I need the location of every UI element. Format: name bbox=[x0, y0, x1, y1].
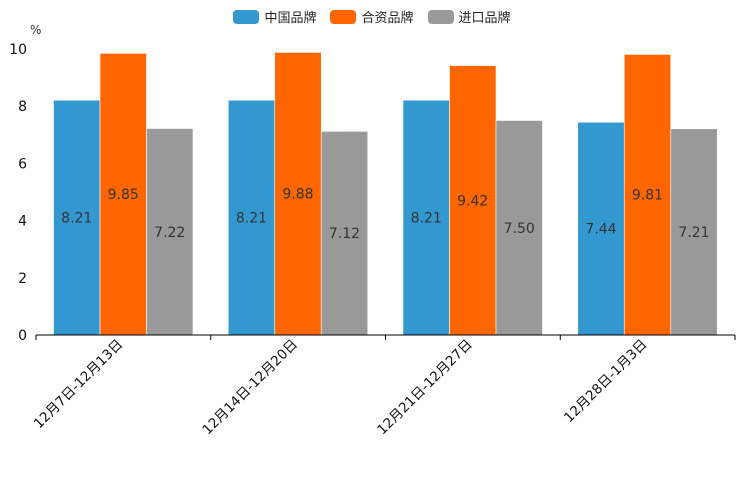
data-label-0-1: 9.85 bbox=[108, 187, 139, 203]
legend-item-china-brand[interactable]: 中国品牌 bbox=[233, 7, 316, 26]
y-tick-label-5: 10 bbox=[9, 42, 27, 58]
legend-label-china-brand: 中国品牌 bbox=[264, 11, 317, 26]
legend-label-imported-brand: 进口品牌 bbox=[458, 11, 511, 26]
data-label-3-0: 7.44 bbox=[585, 222, 616, 238]
legend: 中国品牌 合资品牌 进口品牌 bbox=[0, 7, 744, 26]
data-label-2-2: 7.50 bbox=[504, 221, 535, 237]
legend-swatch-china-brand bbox=[233, 9, 260, 24]
x-tick-label-3: 12月28日-1月3日 bbox=[561, 337, 650, 426]
bar-1-1[interactable] bbox=[274, 52, 322, 336]
x-tick-label-0: 12月7日-12月13日 bbox=[31, 337, 126, 432]
bar-3-2[interactable] bbox=[670, 128, 718, 336]
y-tick-label-3: 6 bbox=[18, 156, 27, 172]
data-label-0-2: 7.22 bbox=[154, 225, 185, 241]
x-tick-label-2: 12月21日-12月27日 bbox=[374, 337, 476, 439]
bar-1-0[interactable] bbox=[227, 99, 276, 336]
y-tick-label-0: 0 bbox=[18, 328, 27, 344]
data-label-0-0: 8.21 bbox=[61, 211, 92, 227]
data-label-2-1: 9.42 bbox=[457, 193, 488, 209]
bar-3-1[interactable] bbox=[623, 54, 672, 336]
legend-item-joint-venture-brand[interactable]: 合资品牌 bbox=[330, 7, 414, 26]
bar-2-1[interactable] bbox=[449, 65, 497, 336]
bar-1-2[interactable] bbox=[320, 131, 369, 336]
data-label-3-2: 7.21 bbox=[678, 225, 709, 241]
data-label-2-0: 8.21 bbox=[411, 211, 442, 227]
legend-swatch-imported-brand bbox=[427, 9, 454, 24]
bar-3-0[interactable] bbox=[577, 121, 625, 336]
data-label-3-1: 9.81 bbox=[632, 188, 663, 204]
y-unit-label: % bbox=[30, 23, 41, 37]
y-tick-label-1: 2 bbox=[18, 271, 27, 287]
legend-item-imported-brand[interactable]: 进口品牌 bbox=[427, 7, 511, 26]
bar-2-0[interactable] bbox=[402, 99, 450, 336]
data-label-1-0: 8.21 bbox=[236, 211, 267, 227]
legend-swatch-joint-venture-brand bbox=[330, 9, 357, 24]
bars-group: 8.21 9.85 7.22 8.21 9.88 7.12 8.21 9.42 7.50 7.44… bbox=[53, 52, 718, 336]
bar-0-1[interactable] bbox=[99, 52, 147, 336]
bar-0-0[interactable] bbox=[53, 99, 101, 336]
x-tick-label-1: 12月14日-12月20日 bbox=[199, 337, 301, 439]
bar-2-2[interactable] bbox=[495, 120, 543, 336]
y-tick-label-4: 8 bbox=[18, 99, 27, 115]
legend-label-joint-venture-brand: 合资品牌 bbox=[361, 11, 414, 26]
y-tick-label-2: 4 bbox=[18, 214, 27, 230]
data-label-1-1: 9.88 bbox=[282, 187, 313, 203]
data-label-1-2: 7.12 bbox=[329, 226, 360, 242]
